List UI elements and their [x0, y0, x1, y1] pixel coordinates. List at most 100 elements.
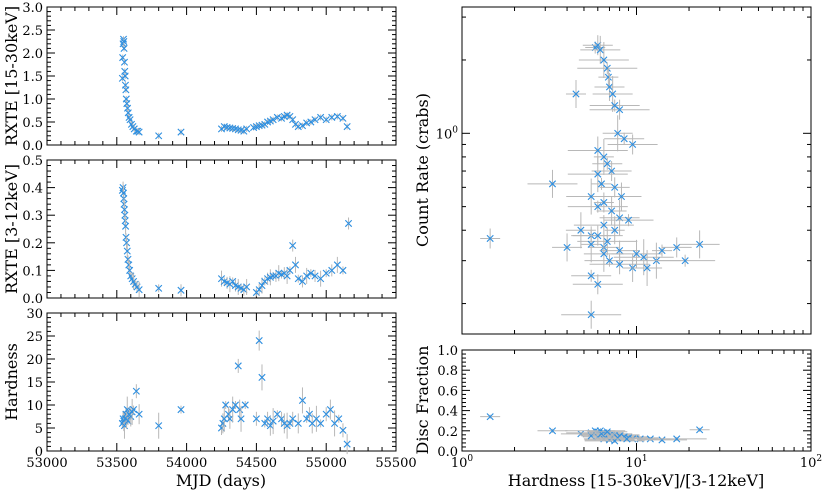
y-tick-label: 1.0 — [437, 344, 458, 359]
data-point — [177, 405, 185, 414]
y-tick-label: 15 — [26, 376, 43, 391]
data-point — [252, 411, 260, 426]
y-tick-label: 2.5 — [22, 24, 43, 39]
data-point — [229, 396, 237, 423]
data-point — [243, 125, 251, 133]
data-point — [317, 113, 325, 121]
data-point — [277, 270, 286, 279]
data-point — [561, 300, 622, 329]
data-point — [344, 217, 353, 230]
data-point — [573, 215, 634, 236]
data-point — [613, 239, 674, 276]
data-point — [222, 401, 230, 409]
data-point — [339, 114, 347, 122]
ylabel-disc-fraction: Disc Fraction — [413, 346, 432, 455]
panel-rxte-soft: 0.0 0.1 0.2 0.3 0.4 0.5 RXTE [3-12keV] — [2, 154, 397, 307]
data-point — [277, 411, 286, 426]
y-tick-label: 100 — [436, 125, 459, 142]
data-point — [307, 118, 315, 126]
x-tick-label: 101 — [625, 454, 647, 471]
data-point — [328, 264, 336, 277]
y-tick-label: 10 — [26, 399, 43, 414]
data-point — [322, 407, 330, 422]
data-point — [565, 79, 586, 108]
data-point — [135, 404, 143, 425]
y-tick-label: 1.0 — [22, 93, 43, 108]
y-tick-label: 0 — [35, 445, 43, 460]
data-point — [236, 399, 244, 420]
data-point — [602, 115, 633, 152]
x-tick-label: 55500 — [375, 456, 416, 471]
data-point — [120, 37, 128, 46]
data-point — [237, 405, 245, 432]
data-point — [243, 278, 251, 295]
data-point — [125, 113, 133, 121]
ylabel-count-rate: Count Rate (crabs) — [413, 93, 432, 247]
data-point — [298, 275, 307, 288]
data-point — [343, 434, 351, 455]
data-point — [589, 254, 650, 275]
data-point — [655, 254, 716, 267]
data-point — [593, 192, 614, 213]
data-point — [330, 410, 339, 437]
y-tick-label: 0.4 — [22, 182, 43, 197]
data-point — [122, 236, 131, 249]
data-point — [311, 269, 319, 282]
panel-hardness-time: 53000 53500 54000 54500 55000 55500 0 5 10 15 20 25… — [2, 307, 417, 490]
data-point — [289, 411, 297, 426]
data-point — [480, 413, 501, 421]
data-point — [552, 233, 583, 262]
y-tick-label: 30 — [26, 307, 43, 322]
panel-frame — [46, 159, 397, 299]
data-point — [258, 364, 266, 391]
data-point — [578, 41, 629, 78]
data-point — [135, 281, 143, 298]
y-tick-label: 0.5 — [22, 116, 43, 131]
data-point — [298, 387, 307, 414]
data-point — [269, 116, 277, 124]
data-point — [132, 384, 140, 399]
x-tick-label: 55000 — [306, 456, 347, 471]
data-point — [289, 239, 297, 252]
data-point — [177, 128, 185, 136]
data-point — [303, 119, 311, 127]
data-point — [122, 86, 130, 94]
data-point — [234, 358, 242, 373]
data-point — [241, 401, 249, 409]
data-point — [603, 214, 654, 227]
y-tick-label: 0.0 — [22, 139, 43, 154]
data-point — [269, 408, 277, 435]
data-point — [566, 178, 617, 215]
data-point — [283, 267, 291, 284]
ylabel-rxte-hard: RXTE [15-30keV] — [2, 6, 21, 146]
y-tick-label: 5 — [35, 422, 43, 437]
data-point — [120, 58, 129, 66]
data-point — [322, 116, 330, 124]
data-point — [255, 330, 263, 351]
data-point — [155, 412, 163, 439]
data-point — [326, 399, 334, 420]
data-point — [129, 405, 138, 414]
panel-hid: 100 Count Rate (crabs) — [413, 6, 812, 335]
y-tick-label: 25 — [26, 330, 43, 345]
data-point — [592, 434, 643, 442]
data-point — [592, 75, 633, 112]
data-point — [328, 113, 336, 121]
data-point — [583, 235, 624, 272]
x-tick-label: 53000 — [26, 456, 67, 471]
data-point — [632, 249, 663, 286]
data-point — [480, 228, 501, 249]
data-point — [317, 270, 325, 287]
data-point — [679, 230, 720, 259]
data-point — [303, 267, 311, 284]
data-point — [307, 269, 315, 278]
y-tick-label: 0.4 — [437, 405, 458, 420]
data-point — [229, 277, 237, 286]
y-tick-label: 0.5 — [22, 154, 43, 169]
y-tick-label: 0.0 — [22, 292, 43, 307]
y-tick-label: 0.8 — [437, 364, 458, 379]
y-tick-label: 2.0 — [22, 47, 43, 62]
y-tick-label: 0.3 — [22, 209, 43, 224]
data-point — [335, 414, 343, 423]
